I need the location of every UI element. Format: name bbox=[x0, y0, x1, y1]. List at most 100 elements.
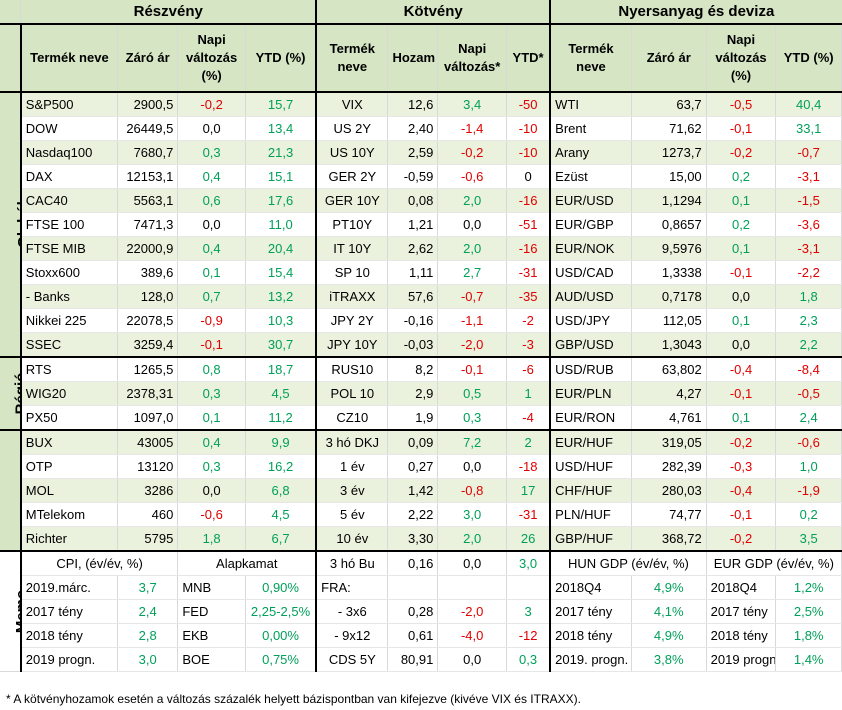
stock-ytd: 6,7 bbox=[245, 526, 318, 552]
comm-close: 4,27 bbox=[631, 381, 707, 406]
stock-daily: -0,9 bbox=[177, 308, 246, 333]
hun-gdp-value: 4,1% bbox=[631, 599, 707, 624]
bond-name: SP 10 bbox=[316, 260, 389, 285]
stock-close: 13120 bbox=[117, 454, 179, 479]
table-row: CAC40 5563,1 0,6 17,6 GER 10Y 0,08 2,0 -16 EUR/U… bbox=[0, 188, 842, 213]
memo-bond-ytd bbox=[506, 575, 552, 600]
stock-ytd-header: YTD (%) bbox=[245, 24, 318, 93]
bond-name: 3 év bbox=[316, 478, 389, 503]
fra-label: FRA: bbox=[316, 575, 389, 600]
comm-ytd: -0,5 bbox=[775, 381, 842, 406]
bond-name: iTRAXX bbox=[316, 284, 389, 309]
comm-daily: -0,1 bbox=[706, 116, 777, 141]
comm-ytd-header: YTD (%) bbox=[775, 24, 842, 93]
memo-row: 2019.márc. 3,7 MNB 0,90% FRA: 2018Q4 4,9% 2018Q… bbox=[0, 575, 842, 600]
comm-daily: -0,5 bbox=[706, 92, 777, 117]
bond-yield: 3,30 bbox=[387, 526, 439, 552]
bond-ytd: 17 bbox=[506, 478, 552, 503]
bond-name: IT 10Y bbox=[316, 236, 389, 261]
bond-name: GER 2Y bbox=[316, 164, 389, 189]
comm-daily: 0,1 bbox=[706, 405, 777, 431]
comm-ytd: 1,8 bbox=[775, 284, 842, 309]
stock-daily: 0,4 bbox=[177, 236, 246, 261]
bond-daily: 3,4 bbox=[437, 92, 507, 117]
comm-daily: 0,2 bbox=[706, 212, 777, 237]
bond-ytd: -10 bbox=[506, 116, 552, 141]
stock-name: MOL bbox=[20, 478, 119, 503]
memo-bond-ytd: 0,3 bbox=[506, 647, 552, 672]
cpi-label: 2019.márc. bbox=[20, 575, 119, 600]
stock-close: 128,0 bbox=[117, 284, 179, 309]
comm-name: USD/CAD bbox=[550, 260, 632, 285]
table-row: Magyar BUX 43005 0,4 9,9 3 hó DKJ 0,09 7,2 2 EUR/… bbox=[0, 430, 842, 552]
bond-daily-header: Napi változás* bbox=[437, 24, 507, 93]
stock-daily: 0,6 bbox=[177, 188, 246, 213]
memo-row: 2018 tény 2,8 EKB 0,00% - 9x12 0,61 -4,0 -12 201… bbox=[0, 623, 842, 648]
comm-ytd: -1,9 bbox=[775, 478, 842, 503]
stock-close: 2378,31 bbox=[117, 381, 179, 406]
stock-ytd: 30,7 bbox=[245, 332, 318, 358]
comm-close: 1,3043 bbox=[631, 332, 707, 358]
stock-daily: 0,7 bbox=[177, 284, 246, 309]
table-row: Régió RTS 1265,5 0,8 18,7 RUS10 8,2 -0,1 -6 USD/R… bbox=[0, 357, 842, 431]
bond-daily: 2,0 bbox=[437, 526, 507, 552]
stock-ytd: 15,7 bbox=[245, 92, 318, 117]
stock-daily: 0,1 bbox=[177, 405, 246, 431]
hun-gdp-value: 4,9% bbox=[631, 575, 707, 600]
memo-bond-yield: 80,91 bbox=[387, 647, 439, 672]
rate-label: BOE bbox=[177, 647, 246, 672]
rate-value: 0,90% bbox=[245, 575, 318, 600]
stock-ytd: 6,8 bbox=[245, 478, 318, 503]
table-row: FTSE 100 7471,3 0,0 11,0 PT10Y 1,21 0,0 -51 EUR/… bbox=[0, 212, 842, 237]
stock-daily: 0,3 bbox=[177, 140, 246, 165]
memo-bond-name: CDS 5Y bbox=[316, 647, 389, 672]
stock-daily-header: Napi változás (%) bbox=[177, 24, 246, 93]
comm-ytd: -0,6 bbox=[775, 430, 842, 455]
stock-close: 12153,1 bbox=[117, 164, 179, 189]
comm-name: GBP/HUF bbox=[550, 526, 632, 552]
bond-yield: 57,6 bbox=[387, 284, 439, 309]
comm-close-header: Záró ár bbox=[631, 24, 707, 93]
stock-close: 1265,5 bbox=[117, 357, 179, 382]
comm-daily: 0,1 bbox=[706, 188, 777, 213]
group-label-region-text: Régió bbox=[12, 372, 21, 415]
bond-yield: 2,40 bbox=[387, 116, 439, 141]
stock-name: DAX bbox=[20, 164, 119, 189]
stock-daily: 0,4 bbox=[177, 430, 246, 455]
stock-close: 26449,5 bbox=[117, 116, 179, 141]
stock-close: 22000,9 bbox=[117, 236, 179, 261]
comm-ytd: 0,2 bbox=[775, 502, 842, 527]
rate-value: 0,75% bbox=[245, 647, 318, 672]
eur-gdp-label: 2017 tény bbox=[706, 599, 777, 624]
eur-gdp-value: 1,8% bbox=[775, 623, 842, 648]
comm-ytd: 40,4 bbox=[775, 92, 842, 117]
comm-ytd: 33,1 bbox=[775, 116, 842, 141]
comm-daily: 0,2 bbox=[706, 164, 777, 189]
bond-daily: -0,2 bbox=[437, 140, 507, 165]
stock-ytd: 20,4 bbox=[245, 236, 318, 261]
stock-close: 22078,5 bbox=[117, 308, 179, 333]
bond-ytd: -3 bbox=[506, 332, 552, 358]
bond-daily: 2,0 bbox=[437, 188, 507, 213]
footnote: * A kötvényhozamok esetén a változás szá… bbox=[6, 692, 581, 706]
comm-name: WTI bbox=[550, 92, 632, 117]
comm-ytd: -3,1 bbox=[775, 236, 842, 261]
bond-name: 10 év bbox=[316, 526, 389, 552]
comm-name: AUD/USD bbox=[550, 284, 632, 309]
stock-ytd: 18,7 bbox=[245, 357, 318, 382]
memo-bond-yield: 0,28 bbox=[387, 599, 439, 624]
stock-name: RTS bbox=[20, 357, 119, 382]
comm-ytd: 2,4 bbox=[775, 405, 842, 431]
stock-name: DOW bbox=[20, 116, 119, 141]
comm-name: EUR/GBP bbox=[550, 212, 632, 237]
comm-close: 112,05 bbox=[631, 308, 707, 333]
comm-daily: -0,4 bbox=[706, 357, 777, 382]
stock-close-header: Záró ár bbox=[117, 24, 179, 93]
comm-name: Brent bbox=[550, 116, 632, 141]
stock-close: 43005 bbox=[117, 430, 179, 455]
bond-daily: 0,5 bbox=[437, 381, 507, 406]
eur-gdp-value: 1,2% bbox=[775, 575, 842, 600]
memo-bond-yield: 0,61 bbox=[387, 623, 439, 648]
comm-daily: -0,1 bbox=[706, 502, 777, 527]
hun-gdp-label: 2017 tény bbox=[550, 599, 632, 624]
